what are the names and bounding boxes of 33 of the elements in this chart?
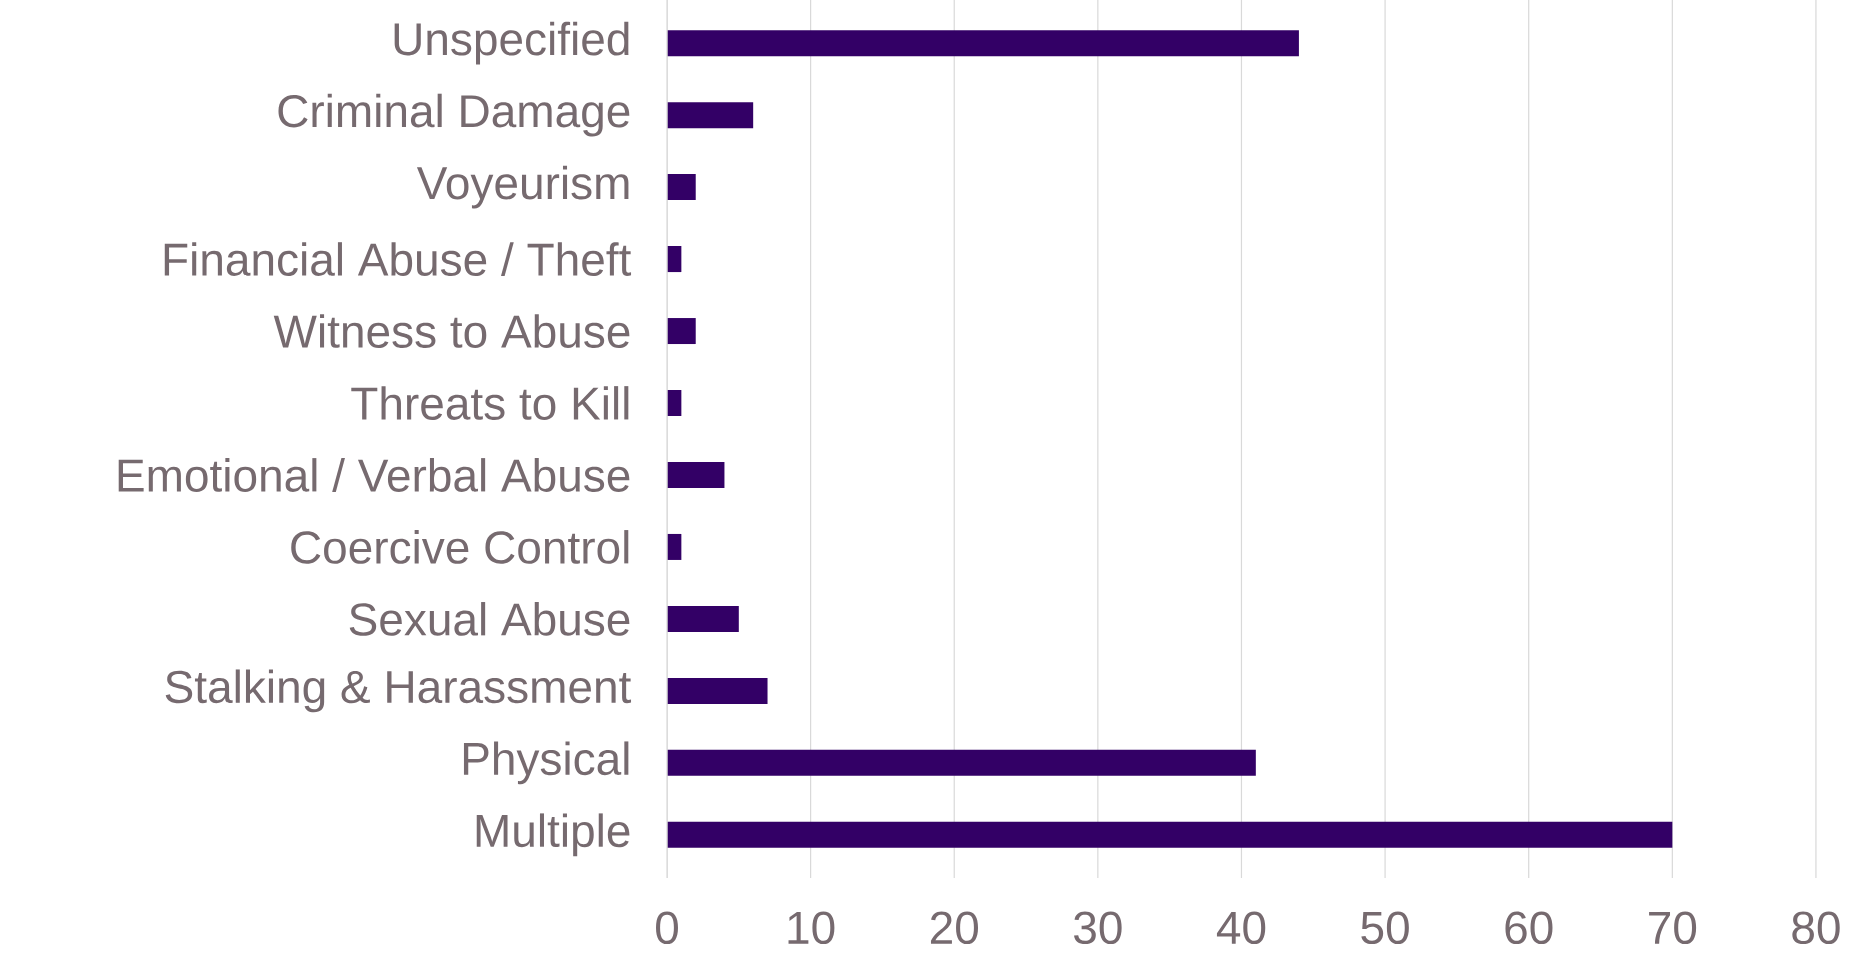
y-tick-label: Multiple [476, 813, 630, 857]
bar [667, 246, 682, 273]
x-tick-label: 40 [1216, 911, 1266, 945]
y-tick-label: Criminal Damage [278, 93, 630, 137]
y-tick-label: Unspecified [394, 21, 629, 65]
x-tick-label: 30 [1074, 911, 1122, 945]
bar [667, 605, 739, 632]
bar [667, 821, 1673, 848]
x-tick-label: 80 [1792, 911, 1840, 945]
y-tick-label: Physical [463, 741, 629, 785]
bar [667, 461, 725, 488]
y-tick-label: Emotional / Verbal Abuse [118, 458, 630, 492]
bar [667, 390, 682, 417]
y-tick-label: Threats to Kill [351, 386, 629, 420]
bar [667, 318, 696, 345]
x-tick-label: 0 [656, 911, 678, 945]
x-tick-label: 20 [930, 911, 979, 945]
x-tick-label: 50 [1361, 911, 1409, 945]
bar [667, 749, 1256, 776]
bar [667, 533, 682, 560]
x-tick-label: 60 [1505, 911, 1553, 945]
y-tick-label: Coercive Control [291, 530, 629, 564]
bar [667, 30, 1299, 57]
x-tick-label: 10 [788, 911, 835, 945]
y-tick-label: Sexual Abuse [349, 602, 630, 636]
y-tick-label: Financial Abuse / Theft [164, 242, 632, 276]
bar [667, 174, 696, 201]
y-tick-label: Voyeurism [416, 165, 629, 209]
y-tick-label: Stalking & Harassment [165, 669, 632, 713]
bar [667, 677, 768, 704]
y-tick-label: Witness to Abuse [273, 314, 630, 348]
bar [667, 102, 754, 129]
x-tick-label: 70 [1649, 911, 1697, 945]
